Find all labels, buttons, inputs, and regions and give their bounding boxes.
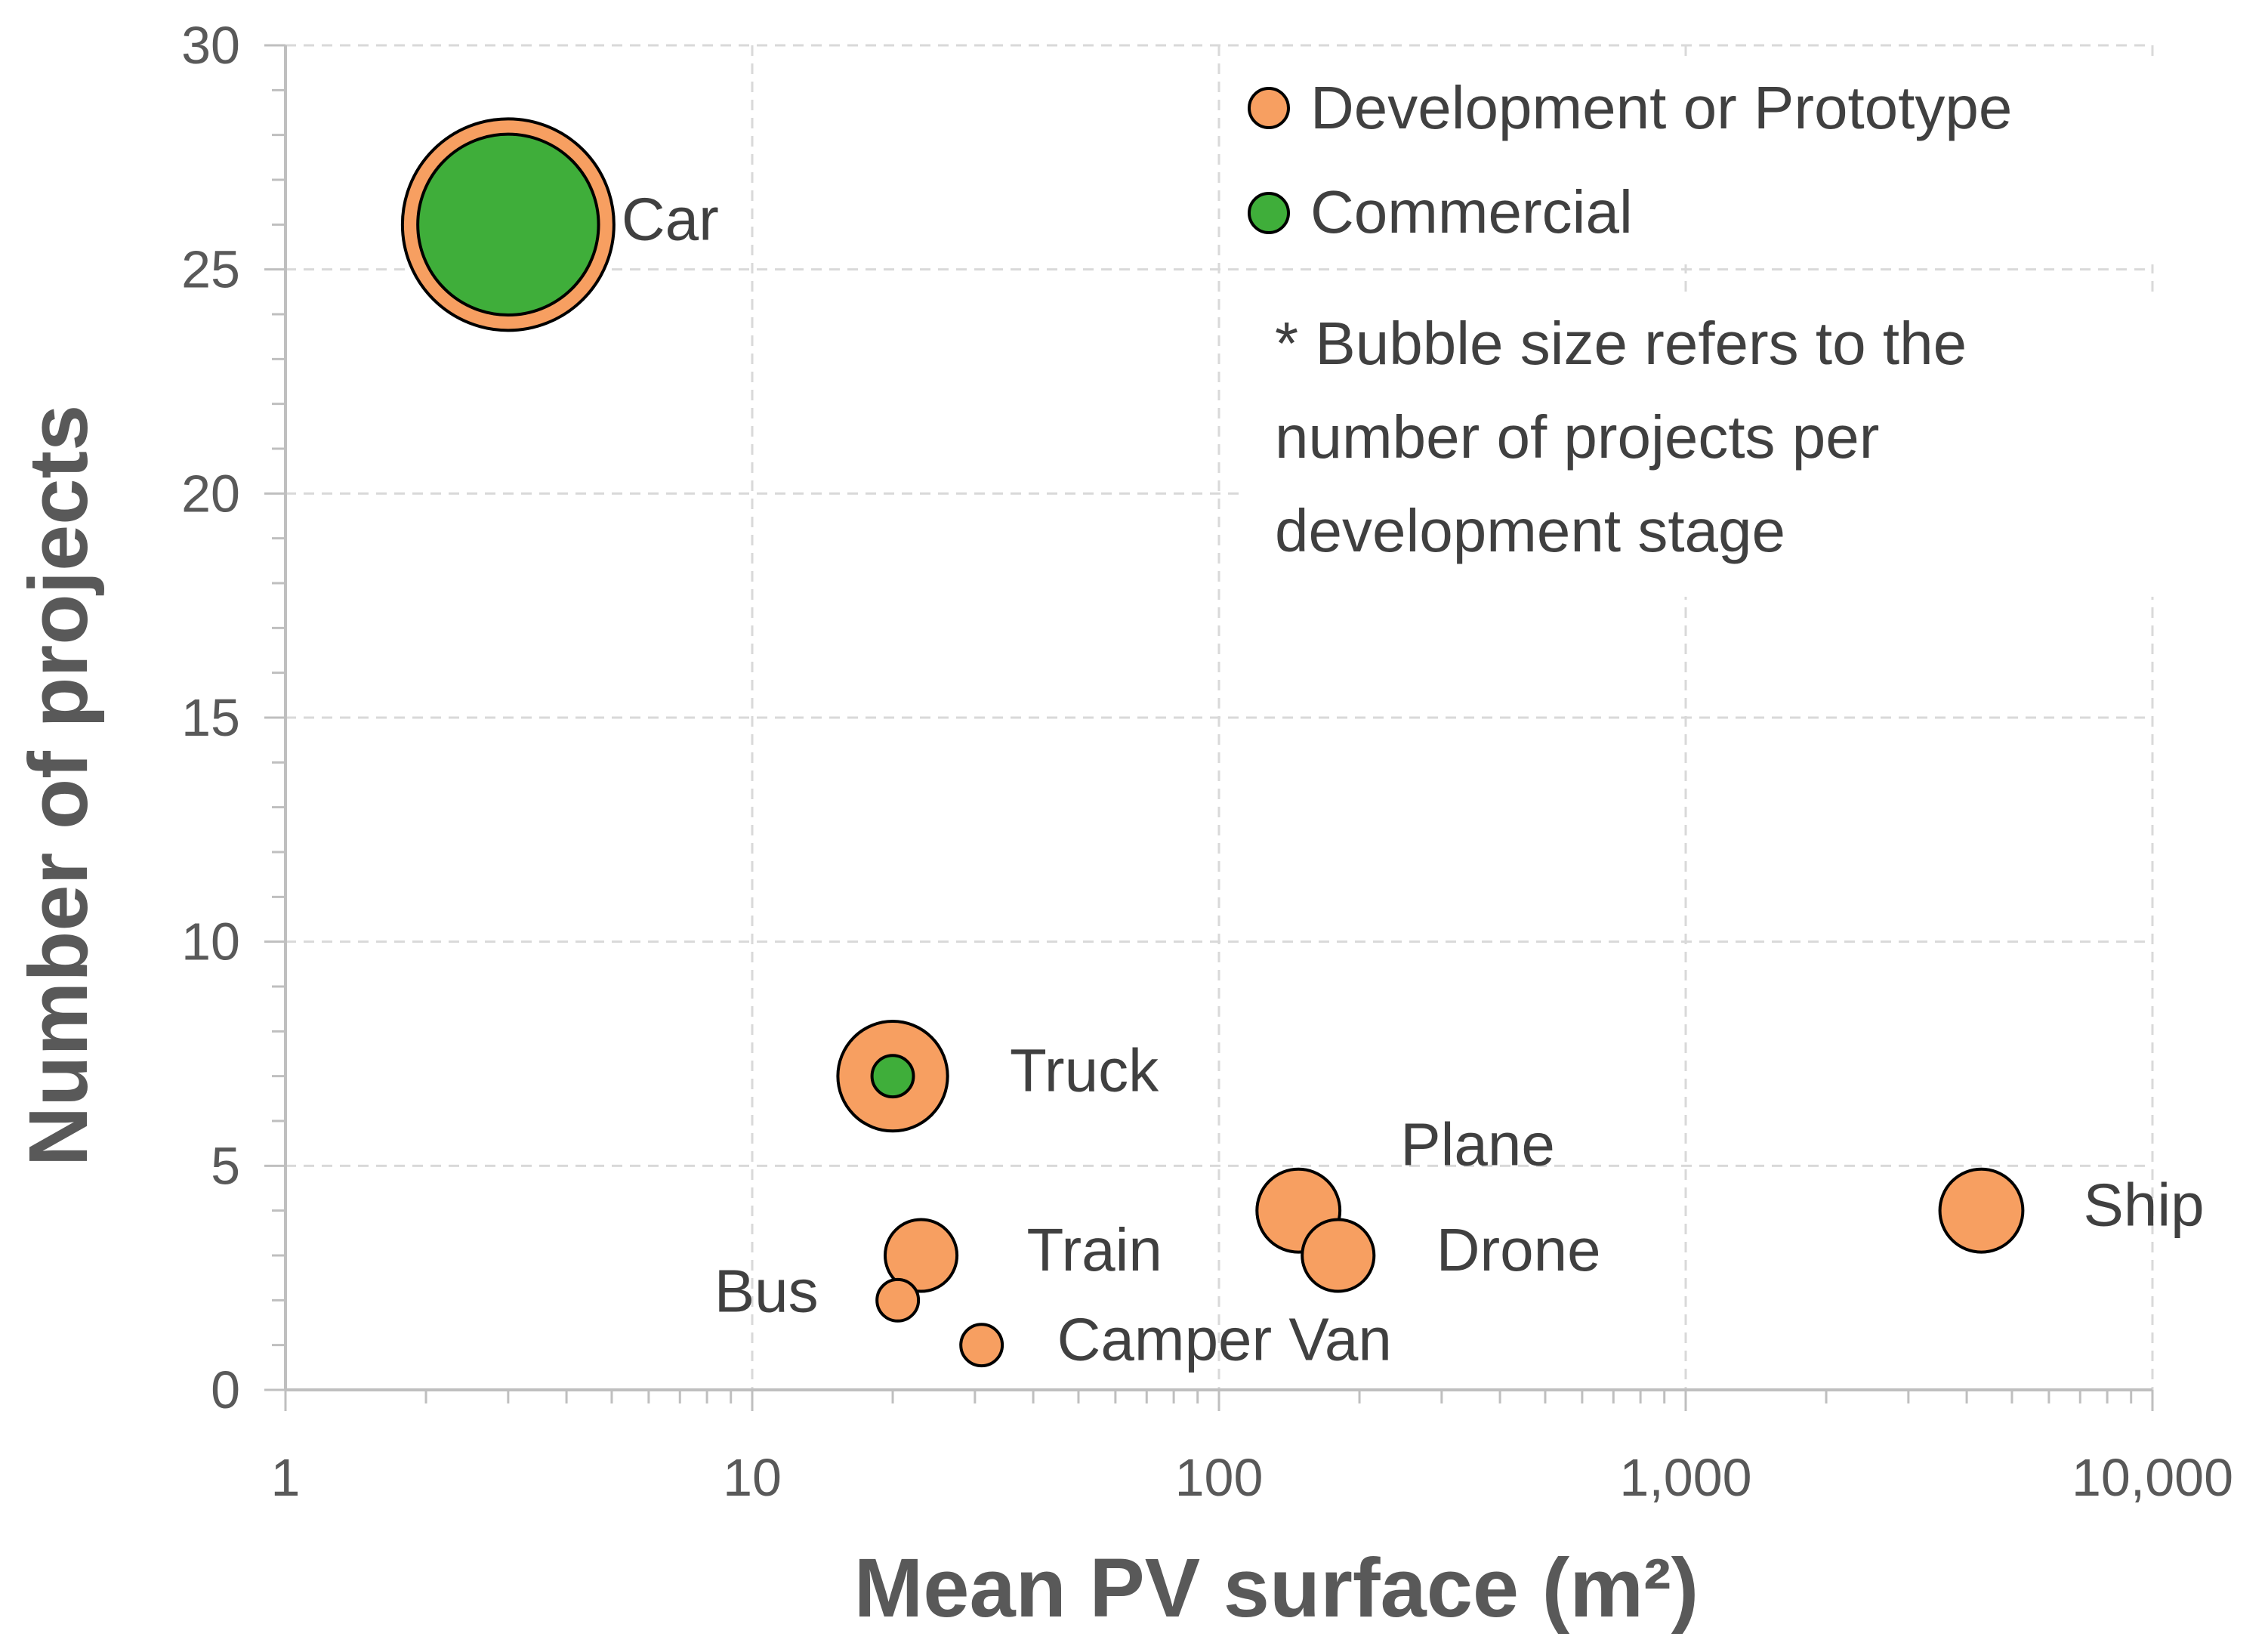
point-label-ship: Ship bbox=[2083, 1172, 2204, 1239]
bubble-ship-development bbox=[1938, 1167, 2025, 1254]
legend: Development or Prototype Commercial bbox=[1231, 60, 2198, 264]
point-label-drone: Drone bbox=[1436, 1216, 1601, 1283]
legend-background bbox=[1231, 60, 2198, 264]
point-label-plane: Plane bbox=[1400, 1111, 1555, 1178]
bubble-bus-development bbox=[875, 1277, 921, 1323]
x-tick-label: 1 bbox=[271, 1448, 301, 1507]
y-tick-label: 0 bbox=[211, 1360, 240, 1419]
note-line-2: number of projects per bbox=[1275, 403, 1879, 471]
y-tick-label: 15 bbox=[181, 688, 240, 747]
y-tick-label: 30 bbox=[181, 16, 240, 75]
bubble-car-commercial bbox=[416, 132, 600, 317]
y-tick-label: 25 bbox=[181, 240, 240, 299]
x-tick-label: 100 bbox=[1175, 1448, 1264, 1507]
point-labels: Car Truck Train Bus Camper Van Plane Drone Ship bbox=[622, 185, 2205, 1373]
note-background bbox=[1239, 295, 2175, 597]
point-label-train: Train bbox=[1027, 1216, 1162, 1283]
x-tick-label: 1,000 bbox=[1619, 1448, 1751, 1507]
legend-label-commercial: Commercial bbox=[1310, 178, 1633, 245]
x-tick-label: 10,000 bbox=[2072, 1448, 2233, 1507]
legend-label-development: Development or Prototype bbox=[1310, 74, 2012, 141]
y-tick-labels: 0 5 10 15 20 25 30 bbox=[181, 16, 240, 1419]
bubble-truck-commercial bbox=[870, 1054, 915, 1099]
bubbles bbox=[400, 117, 2025, 1368]
bubble-size-note: * Bubble size refers to the number of pr… bbox=[1275, 310, 1967, 564]
note-line-3: development stage bbox=[1275, 497, 1785, 564]
y-tick-label: 5 bbox=[211, 1136, 240, 1195]
legend-marker-commercial bbox=[1248, 192, 1290, 234]
point-label-bus: Bus bbox=[714, 1257, 819, 1324]
bubble-train-development bbox=[883, 1218, 959, 1293]
bubble-drone-development bbox=[1301, 1218, 1376, 1293]
axes bbox=[264, 44, 2154, 1411]
legend-marker-development bbox=[1248, 87, 1290, 129]
y-tick-label: 20 bbox=[181, 464, 240, 523]
y-tick-label: 10 bbox=[181, 912, 240, 971]
y-axis-title: Number of projects bbox=[12, 405, 105, 1166]
note-line-1: * Bubble size refers to the bbox=[1275, 310, 1967, 377]
x-tick-label: 10 bbox=[723, 1448, 782, 1507]
x-axis-title: Mean PV surface (m²) bbox=[854, 1542, 1699, 1635]
point-label-truck: Truck bbox=[1010, 1037, 1159, 1104]
bubble-camper-van-development bbox=[959, 1323, 1004, 1368]
gridlines bbox=[285, 44, 2154, 1390]
point-label-car: Car bbox=[622, 185, 719, 252]
x-tick-labels: 1 10 100 1,000 10,000 bbox=[271, 1448, 2234, 1507]
point-label-camper-van: Camper Van bbox=[1057, 1306, 1392, 1373]
